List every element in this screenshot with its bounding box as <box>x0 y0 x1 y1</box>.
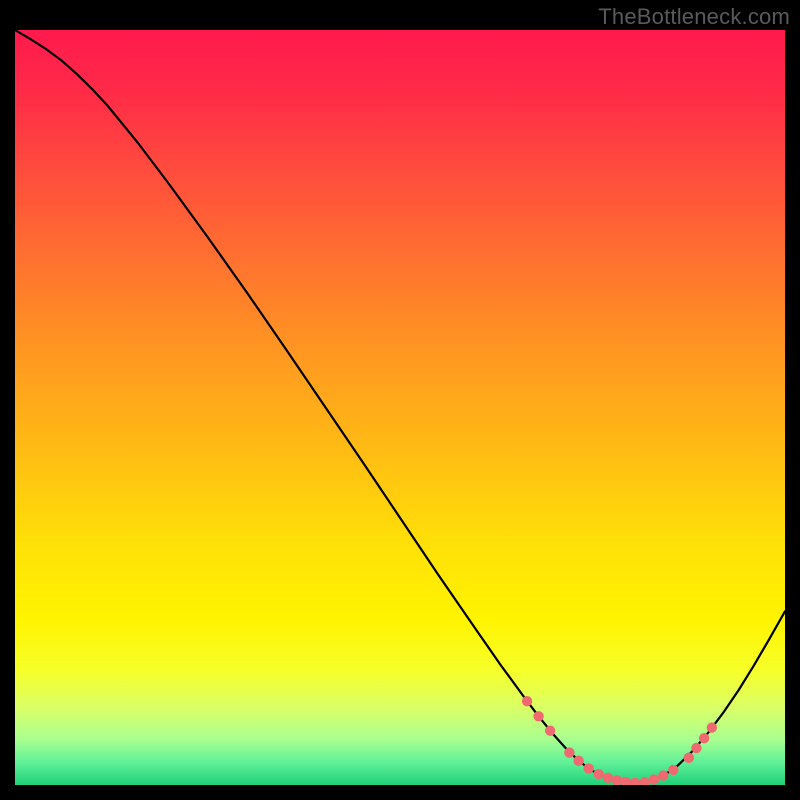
chart-svg <box>15 30 785 785</box>
chart-container: TheBottleneck.com <box>0 0 800 800</box>
curve-marker <box>699 733 709 743</box>
curve-marker <box>593 769 603 779</box>
curve-marker <box>684 753 694 763</box>
curve-marker <box>522 696 532 706</box>
gradient-background <box>15 30 785 785</box>
curve-marker <box>691 743 701 753</box>
curve-marker <box>649 774 659 784</box>
curve-marker <box>564 747 574 757</box>
watermark-text: TheBottleneck.com <box>598 4 790 30</box>
curve-marker <box>545 725 555 735</box>
curve-marker <box>583 763 593 773</box>
curve-marker <box>668 765 678 775</box>
curve-marker <box>603 773 613 783</box>
curve-marker <box>658 770 668 780</box>
bottleneck-chart <box>15 30 785 785</box>
curve-marker <box>707 722 717 732</box>
curve-marker <box>533 711 543 721</box>
curve-marker <box>573 756 583 766</box>
